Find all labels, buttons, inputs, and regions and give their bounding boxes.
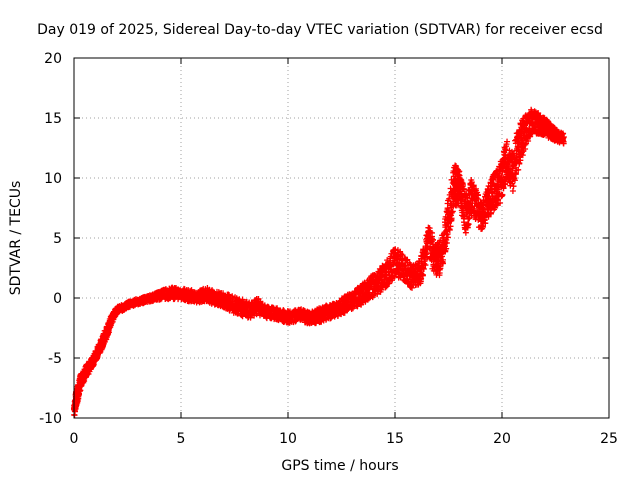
- x-tick-label: 25: [600, 431, 618, 447]
- data-point: [428, 229, 435, 236]
- x-tick-label: 5: [177, 431, 186, 447]
- data-point: [510, 183, 517, 190]
- data-point: [560, 134, 567, 141]
- data-point: [446, 226, 453, 233]
- data-point: [470, 205, 477, 212]
- data-point: [382, 284, 389, 291]
- y-tick-label: 0: [53, 291, 62, 307]
- data-point: [292, 318, 299, 325]
- data-point: [448, 215, 455, 222]
- data-point: [464, 221, 471, 228]
- data-point: [516, 160, 523, 167]
- data-point: [253, 311, 260, 318]
- data-point: [383, 265, 390, 272]
- ticks: [73, 57, 610, 419]
- data-point: [504, 138, 511, 145]
- y-tick-label: 15: [44, 111, 62, 127]
- y-tick-label: 10: [44, 171, 62, 187]
- data-point: [522, 141, 529, 148]
- data-point: [437, 265, 444, 272]
- data-point: [560, 140, 567, 147]
- data-point: [444, 234, 451, 241]
- data-point: [516, 154, 523, 161]
- data-point: [490, 176, 497, 183]
- data-point: [456, 172, 463, 179]
- x-tick-label: 20: [493, 431, 511, 447]
- x-tick-label: 0: [70, 431, 79, 447]
- data-point: [447, 223, 454, 230]
- data-point: [429, 236, 436, 243]
- data-point: [500, 185, 507, 192]
- data-point: [443, 240, 450, 247]
- data-point: [497, 200, 504, 207]
- grid: [74, 58, 609, 418]
- chart-title: Day 019 of 2025, Sidereal Day-to-day VTE…: [37, 22, 603, 38]
- y-tick-label: 5: [53, 231, 62, 247]
- data-point: [420, 265, 427, 272]
- y-tick-label: -5: [48, 351, 62, 367]
- data-point: [398, 251, 405, 258]
- data-point: [449, 208, 456, 215]
- y-tick-label: -10: [39, 411, 62, 427]
- data-point: [419, 272, 426, 279]
- data-point: [482, 220, 489, 227]
- y-axis-label: SDTVAR / TECUs: [8, 181, 24, 296]
- data-point: [502, 146, 509, 153]
- data-point: [455, 167, 462, 174]
- data-point: [511, 177, 518, 184]
- data-point: [428, 235, 435, 242]
- data-point: [439, 260, 446, 267]
- x-tick-label: 15: [386, 431, 404, 447]
- data-point: [500, 177, 507, 184]
- data-point: [422, 262, 429, 269]
- data-points: [71, 106, 567, 419]
- x-tick-label: 10: [279, 431, 297, 447]
- data-point: [468, 179, 475, 186]
- data-point: [487, 209, 494, 216]
- data-point: [465, 216, 472, 223]
- tick-labels: 0 5 10 15 20 25 -10 -5 0 5 10 15 20: [39, 51, 618, 447]
- data-point: [517, 157, 524, 164]
- data-point: [387, 253, 394, 260]
- data-point: [465, 221, 472, 228]
- data-point: [498, 191, 505, 198]
- data-point: [525, 138, 532, 145]
- data-point: [515, 166, 522, 173]
- y-tick-label: 20: [44, 51, 62, 67]
- x-axis-label: GPS time / hours: [281, 458, 398, 474]
- data-point: [528, 106, 535, 113]
- data-point: [409, 284, 416, 291]
- data-point: [443, 245, 450, 252]
